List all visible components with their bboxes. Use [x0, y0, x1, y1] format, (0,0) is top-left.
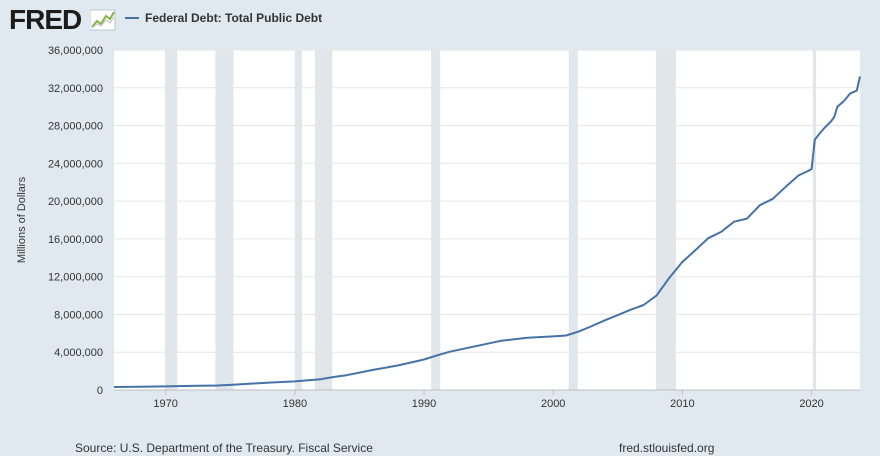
fred-graph-icon [90, 9, 116, 31]
series-line [113, 76, 861, 388]
x-tick-label: 2010 [670, 398, 694, 410]
y-tick-label: 8,000,000 [54, 309, 103, 321]
y-tick-label: 32,000,000 [48, 83, 103, 95]
recession-band [215, 50, 234, 390]
y-tick-label: 20,000,000 [48, 196, 103, 208]
x-tick-label: 2020 [799, 398, 823, 410]
legend-series-label[interactable]: Federal Debt: Total Public Debt [145, 11, 323, 25]
y-tick-label: 28,000,000 [48, 121, 103, 133]
y-tick-label: 24,000,000 [48, 158, 103, 170]
recession-band [568, 50, 578, 390]
fred-logo[interactable]: FRED [9, 4, 82, 35]
recession-band [294, 50, 302, 390]
y-tick-label: 16,000,000 [48, 234, 103, 246]
recession-band [812, 50, 817, 390]
x-tick-label: 1970 [153, 398, 177, 410]
source-note: Source: U.S. Department of the Treasury.… [75, 441, 373, 455]
recession-band [655, 50, 676, 390]
y-tick-label: 36,000,000 [48, 45, 103, 57]
recession-band [165, 50, 178, 390]
recession-band [314, 50, 333, 390]
y-tick-label: 0 [97, 385, 103, 397]
x-tick-label: 1980 [283, 398, 307, 410]
y-tick-label: 12,000,000 [48, 272, 103, 284]
x-tick-label: 1990 [412, 398, 436, 410]
chart-header: FRED Federal Debt: Total Public Debt [0, 0, 880, 40]
site-link[interactable]: fred.stlouisfed.org [619, 441, 715, 455]
y-axis-title: Millions of Dollars [16, 176, 28, 264]
plot-area [114, 50, 860, 390]
x-tick-label: 2000 [541, 398, 565, 410]
legend: Federal Debt: Total Public Debt [125, 11, 322, 25]
y-tick-label: 4,000,000 [54, 347, 103, 359]
legend-line-swatch [125, 17, 139, 19]
recession-band [431, 50, 441, 390]
